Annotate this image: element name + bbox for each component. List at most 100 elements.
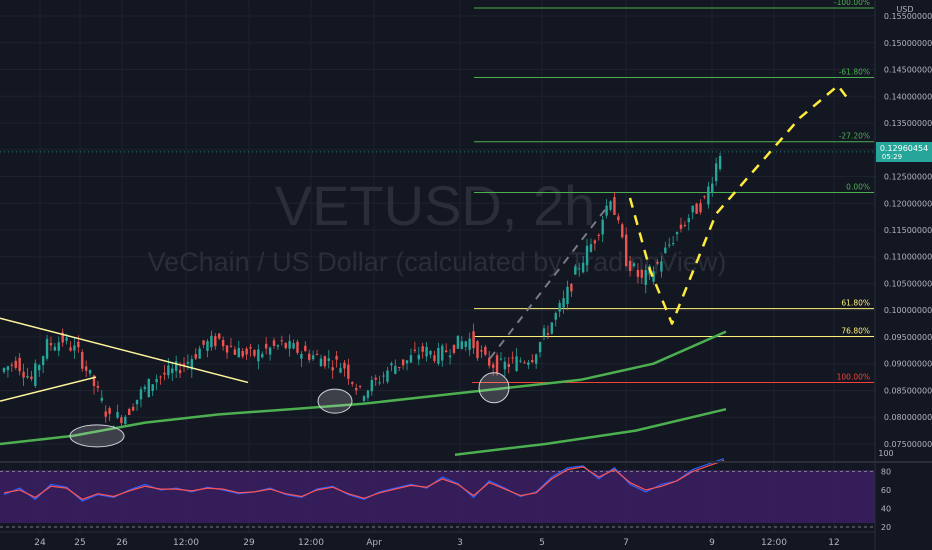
candle-body	[386, 370, 389, 382]
price-tick-label: 0.15000000	[884, 39, 932, 48]
candle-body	[476, 341, 479, 359]
candle-body	[135, 399, 139, 405]
candle-body	[100, 397, 104, 401]
price-axis[interactable]: 0.07500000 0.08000000 0.08500000 0.09000000…	[884, 12, 932, 449]
candle-body	[198, 348, 201, 359]
candle-body	[139, 389, 143, 400]
candle-body	[292, 343, 295, 349]
candle-body	[331, 367, 334, 371]
price-tick-label: 0.08000000	[884, 413, 932, 422]
time-tick-label: 12:00	[761, 538, 787, 548]
candle-body	[656, 261, 659, 264]
candle-body	[18, 357, 21, 372]
candle-body	[335, 355, 338, 360]
watermark-symbol: VETUSD, 2h	[275, 174, 596, 237]
candle-body	[714, 163, 718, 182]
candle-body	[131, 406, 135, 411]
candle-body	[621, 224, 624, 238]
candle-body	[304, 345, 307, 352]
moving-average-line	[454, 407, 727, 456]
candle-body	[538, 342, 542, 353]
candle-body	[534, 354, 538, 364]
candle-body	[257, 349, 260, 362]
candle-body	[668, 244, 671, 246]
candle-body	[190, 359, 194, 370]
candle-body	[218, 333, 221, 339]
candle-body	[382, 375, 385, 377]
candle-body	[26, 375, 29, 378]
candle-body	[171, 368, 174, 374]
rsi-tick-label: 60	[881, 486, 891, 495]
candle-body	[699, 203, 702, 213]
candle-body	[398, 366, 401, 368]
candle-body	[296, 341, 299, 353]
price-badge-bg	[876, 142, 932, 162]
candle-body	[14, 360, 17, 368]
candle-body	[527, 362, 530, 365]
overlay-layer	[0, 84, 850, 448]
candle-body	[601, 219, 604, 235]
candle-body	[488, 357, 491, 366]
time-tick-label: 29	[243, 538, 255, 548]
candle-body	[34, 363, 37, 386]
candle-body	[675, 232, 679, 235]
candle-body	[480, 350, 483, 352]
candle-body	[65, 337, 68, 341]
price-tick-label: 0.11500000	[884, 226, 932, 235]
candle-body	[409, 355, 413, 363]
time-axis[interactable]: 24 25 26 12:00 29 12:00 Apr 3 5 7 9 12:00 12	[34, 538, 839, 548]
trendline	[0, 376, 97, 402]
price-badge: 0.12960454 05:29	[876, 142, 932, 162]
candle-body	[120, 417, 123, 424]
candle-body	[511, 357, 514, 359]
candle-body	[507, 363, 510, 368]
fib-level-label: 0.00%	[846, 183, 870, 192]
candle-body	[562, 298, 565, 308]
price-tick-label: 0.11000000	[884, 253, 932, 262]
price-tick-label: 0.14000000	[884, 92, 932, 101]
candle-body	[597, 234, 600, 236]
candle-body	[69, 347, 72, 351]
candle-body	[249, 347, 252, 349]
candle-body	[664, 247, 667, 253]
candle-body	[464, 341, 467, 347]
rsi-tick-label: 40	[881, 505, 891, 514]
candle-body	[578, 268, 581, 270]
candle-body	[499, 358, 503, 360]
candle-body	[570, 283, 573, 292]
candle-body	[370, 380, 374, 392]
candle-body	[214, 336, 217, 347]
candle-body	[323, 356, 327, 367]
candle-body	[707, 186, 710, 205]
time-tick-label: 24	[34, 538, 46, 548]
price-tick-label: 0.09000000	[884, 360, 932, 369]
candle-body	[202, 340, 205, 345]
candle-body	[378, 382, 381, 384]
candle-body	[437, 348, 440, 364]
candle-body	[444, 350, 448, 353]
candle-body	[81, 352, 84, 369]
candle-body	[182, 363, 186, 366]
candle-body	[92, 375, 96, 387]
price-tick-label: 0.10500000	[884, 279, 932, 288]
grid-layer	[0, 0, 875, 532]
candle-body	[280, 340, 284, 342]
time-tick-label: 12:00	[173, 538, 199, 548]
time-tick-label: Apr	[366, 538, 382, 548]
time-tick-label: 26	[116, 538, 128, 548]
candle-body	[390, 363, 393, 366]
candle-body	[703, 196, 706, 198]
rsi-axis[interactable]: 100 80 60 40 20	[878, 449, 893, 532]
candle-body	[143, 386, 147, 390]
candle-body	[77, 341, 80, 348]
candle-body	[652, 271, 655, 282]
candle-body	[413, 349, 417, 351]
candle-body	[237, 348, 240, 358]
candle-body	[151, 384, 154, 391]
rsi-tick-label: 100	[878, 449, 893, 458]
candle-body	[468, 338, 471, 350]
time-tick-label: 9	[709, 538, 715, 548]
candle-body	[433, 355, 436, 361]
